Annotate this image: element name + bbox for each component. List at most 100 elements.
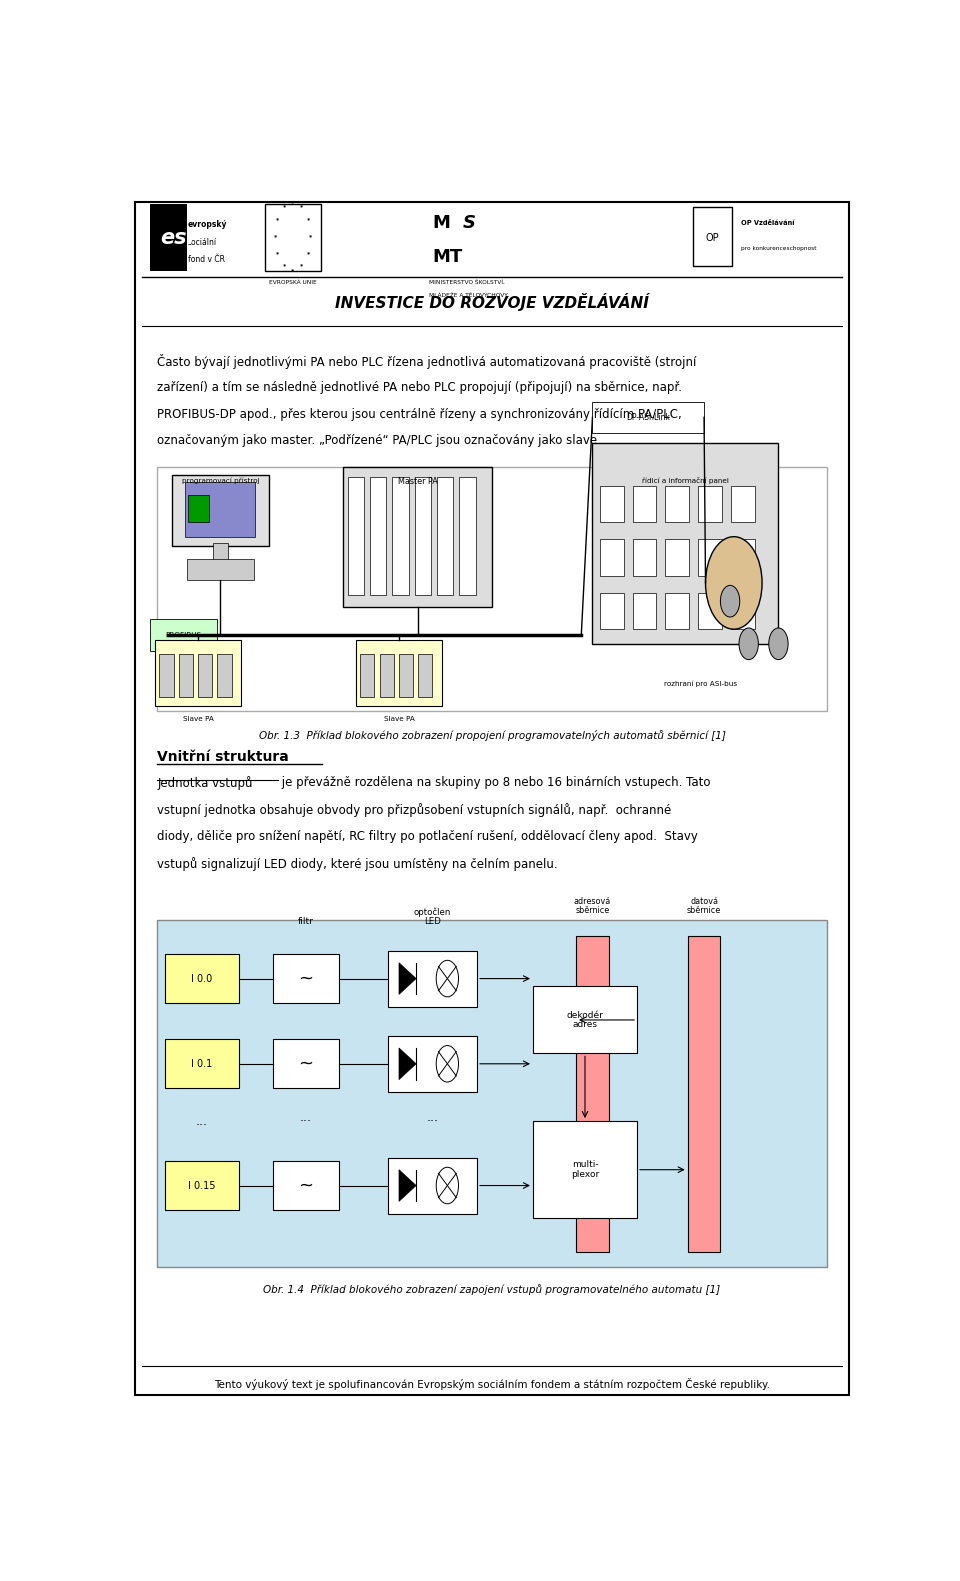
Bar [159,653,174,697]
Bar [600,539,624,575]
Bar [388,950,477,1007]
Text: pro konkurenceschopnost: pro konkurenceschopnost [741,245,817,251]
Text: I 0.15: I 0.15 [188,1181,216,1190]
Bar [360,653,374,697]
Text: vstupní jednotka obsahuje obvody pro přizpůsobení vstupních signálů, např.  ochr: vstupní jednotka obsahuje obvody pro při… [157,803,671,817]
Text: *: * [300,204,303,209]
Bar [698,485,722,522]
Text: DP-ASI-Link: DP-ASI-Link [626,413,670,422]
Bar [150,204,186,272]
Text: označovaným jako master. „Podřízené“ PA/PLC jsou označovány jako slave.: označovaným jako master. „Podřízené“ PA/… [157,435,601,447]
Bar [165,1039,239,1088]
Text: sběrnice: sběrnice [687,906,721,915]
Circle shape [436,1045,459,1081]
Bar [150,620,217,651]
Bar [731,539,755,575]
Bar [188,495,209,522]
Text: PROFIBUS-DP apod., přes kterou jsou centrálně řízeny a synchronizovány řídícím P: PROFIBUS-DP apod., přes kterou jsou cent… [157,408,682,421]
Bar [687,936,720,1252]
Bar [165,955,239,1002]
Bar [698,539,722,575]
Text: *: * [291,199,295,206]
Text: Obr. 1.3  Příklad blokového zobrazení propojení programovatelných automatů sběrn: Obr. 1.3 Příklad blokového zobrazení pro… [258,730,726,741]
Bar [576,936,609,1252]
Bar [187,558,253,580]
Text: dekodér
adres: dekodér adres [566,1010,604,1029]
Text: EVROPSKÁ UNIE: EVROPSKÁ UNIE [269,280,317,285]
Text: *: * [282,204,286,209]
Text: MLÁDEŽE A TĚLOVÝCHOVY: MLÁDEŽE A TĚLOVÝCHOVY [429,292,508,299]
Circle shape [720,585,740,617]
Text: MT: MT [432,248,463,266]
Bar [693,207,732,267]
Bar [379,653,394,697]
Text: *: * [300,264,303,269]
Text: OP: OP [706,232,719,243]
Text: MINISTERSTVO ŠKOLSTVÍ,: MINISTERSTVO ŠKOLSTVÍ, [429,280,505,285]
Text: *: * [282,264,286,269]
Text: Často bývají jednotlivými PA nebo PLC řízena jednotlivá automatizovaná pracovišt: Často bývají jednotlivými PA nebo PLC ří… [157,354,697,368]
Circle shape [706,536,762,629]
Bar [600,485,624,522]
Circle shape [769,628,788,659]
Text: fond v ČR: fond v ČR [188,255,225,264]
Text: Jednotka vstupů: Jednotka vstupů [157,776,252,790]
Text: ~: ~ [299,969,314,988]
Text: rozhraní pro ASI-bus: rozhraní pro ASI-bus [663,681,737,688]
Bar [437,477,453,594]
Bar [633,593,657,629]
Text: I 0.0: I 0.0 [191,974,212,983]
Text: datová: datová [690,896,718,906]
Text: PROFIBUS: PROFIBUS [165,632,202,639]
Bar [665,593,689,629]
Bar [157,920,827,1266]
Text: adresová: adresová [574,896,612,906]
Bar [592,443,779,643]
Text: ...: ... [300,1111,312,1124]
Bar [273,1039,340,1088]
Text: *: * [276,217,279,221]
Bar [592,402,704,433]
Text: evropský: evropský [188,220,228,229]
Bar [415,477,431,594]
Bar [370,477,386,594]
Bar [388,1036,477,1092]
Text: Master PA: Master PA [397,477,438,485]
Text: *: * [309,234,312,239]
Bar [731,485,755,522]
Bar [698,593,722,629]
Text: Tento výukový text je spolufinancován Evropským sociálním fondem a státním rozpo: Tento výukový text je spolufinancován Ev… [214,1379,770,1390]
Text: Slave PA: Slave PA [384,716,415,721]
Bar [172,474,269,547]
Bar [459,477,475,594]
Bar [533,1121,637,1219]
Text: ...: ... [426,1111,439,1124]
Bar [213,542,228,561]
Text: je převážně rozdělena na skupiny po 8 nebo 16 binárních vstupech. Tato: je převážně rozdělena na skupiny po 8 ne… [278,776,711,789]
Circle shape [739,628,758,659]
Bar [533,987,637,1053]
Bar [633,485,657,522]
Text: I 0.1: I 0.1 [191,1059,212,1069]
Circle shape [436,960,459,998]
Bar [731,593,755,629]
Text: INVESTICE DO ROZVOJE VZDĚLÁVÁNÍ: INVESTICE DO ROZVOJE VZDĚLÁVÁNÍ [335,292,649,311]
Bar [185,482,255,536]
Text: S: S [462,215,475,232]
Text: programovací přístroj: programovací přístroj [181,477,259,484]
Text: multi-
plexor: multi- plexor [571,1160,599,1179]
Text: *: * [276,251,279,256]
Text: sociální: sociální [188,237,217,247]
Bar [218,653,231,697]
Bar [198,653,212,697]
Bar [633,539,657,575]
Bar [179,653,193,697]
Text: M: M [432,215,450,232]
Polygon shape [399,1048,416,1080]
Bar [419,653,432,697]
Text: vstupů signalizují LED diody, které jsou umístěny na čelním panelu.: vstupů signalizují LED diody, které jsou… [157,857,558,871]
Bar [157,468,827,711]
Bar [165,1160,239,1209]
Text: *: * [307,217,310,221]
Text: Obr. 1.4  Příklad blokového zobrazení zapojení vstupů programovatelného automatu: Obr. 1.4 Příklad blokového zobrazení zap… [263,1284,721,1295]
